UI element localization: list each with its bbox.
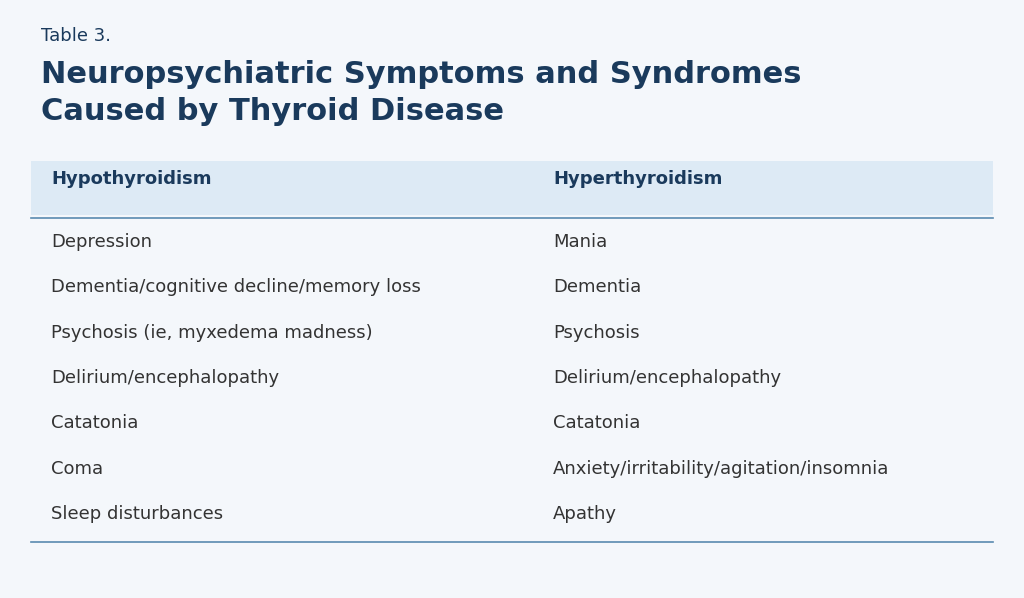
Text: Hyperthyroidism: Hyperthyroidism <box>553 170 722 188</box>
Text: Apathy: Apathy <box>553 505 616 523</box>
Text: Table 3.: Table 3. <box>41 27 111 45</box>
Text: Mania: Mania <box>553 233 607 251</box>
Text: Psychosis (ie, myxedema madness): Psychosis (ie, myxedema madness) <box>51 324 373 341</box>
Text: Coma: Coma <box>51 460 103 478</box>
Text: Dementia: Dementia <box>553 278 641 296</box>
Text: Delirium/encephalopathy: Delirium/encephalopathy <box>51 369 280 387</box>
Text: Caused by Thyroid Disease: Caused by Thyroid Disease <box>41 97 504 126</box>
Text: Delirium/encephalopathy: Delirium/encephalopathy <box>553 369 781 387</box>
Text: Depression: Depression <box>51 233 153 251</box>
Text: Sleep disturbances: Sleep disturbances <box>51 505 223 523</box>
Text: Hypothyroidism: Hypothyroidism <box>51 170 212 188</box>
Bar <box>31 161 993 215</box>
Text: Catatonia: Catatonia <box>51 414 138 432</box>
Text: Anxiety/irritability/agitation/insomnia: Anxiety/irritability/agitation/insomnia <box>553 460 889 478</box>
Text: Dementia/cognitive decline/memory loss: Dementia/cognitive decline/memory loss <box>51 278 421 296</box>
Text: Neuropsychiatric Symptoms and Syndromes: Neuropsychiatric Symptoms and Syndromes <box>41 60 802 89</box>
Text: Catatonia: Catatonia <box>553 414 640 432</box>
Text: Psychosis: Psychosis <box>553 324 640 341</box>
